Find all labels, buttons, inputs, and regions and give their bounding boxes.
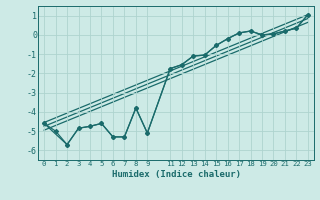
X-axis label: Humidex (Indice chaleur): Humidex (Indice chaleur) <box>111 170 241 179</box>
